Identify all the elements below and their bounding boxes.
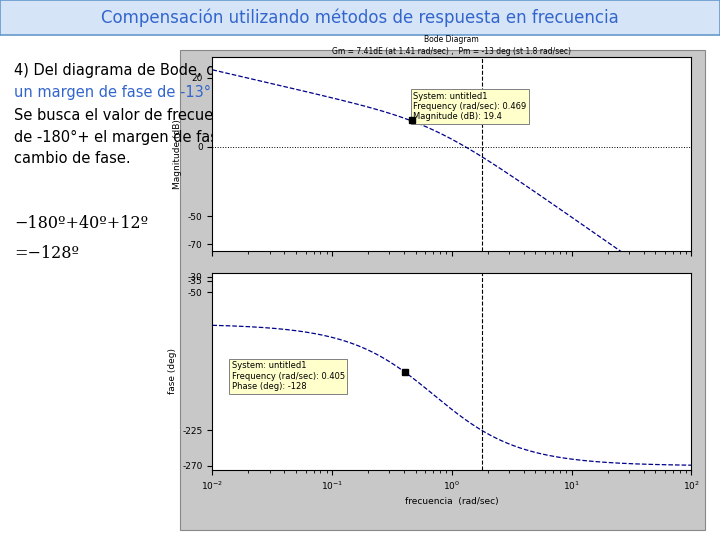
Text: cambio de fase.: cambio de fase. [14,151,130,166]
X-axis label: frecuencia  (rad/sec): frecuencia (rad/sec) [405,497,499,507]
Text: =−128º: =−128º [14,245,79,262]
Text: un margen de fase de -13°, por lo que es inestable.: un margen de fase de -13°, por lo que es… [14,85,392,100]
Text: El sistema tiene: El sistema tiene [395,63,517,78]
Y-axis label: fase (deg): fase (deg) [168,348,176,394]
Text: Se busca el valor de frecuencia en donde se tiene un ángulo de fase: Se busca el valor de frecuencia en donde… [14,107,517,123]
Title: Bode Diagram
Gm = 7.41dE (at 1.41 rad/sec) ,  Pm = -13 deg (st 1.8 rad/sec): Bode Diagram Gm = 7.41dE (at 1.41 rad/se… [333,35,571,56]
Text: 4) Del diagrama de Bode, observe el margen de fase.: 4) Del diagrama de Bode, observe el marg… [14,63,407,78]
Text: System: untitled1
Frequency (rad/sec): 0.405
Phase (deg): -128: System: untitled1 Frequency (rad/sec): 0… [232,361,345,391]
FancyBboxPatch shape [180,50,705,530]
Text: de -180°+ el margen de fase deseado + 12° de compensación por el: de -180°+ el margen de fase deseado + 12… [14,129,521,145]
Y-axis label: Magnitude (dB): Magnitude (dB) [174,119,182,189]
Text: System: untitled1
Frequency (rad/sec): 0.469
Magnitude (dB): 19.4: System: untitled1 Frequency (rad/sec): 0… [413,92,527,122]
Text: Compensación utilizando métodos de respuesta en frecuencia: Compensación utilizando métodos de respu… [101,8,619,27]
Text: −180º+40º+12º: −180º+40º+12º [14,215,148,232]
